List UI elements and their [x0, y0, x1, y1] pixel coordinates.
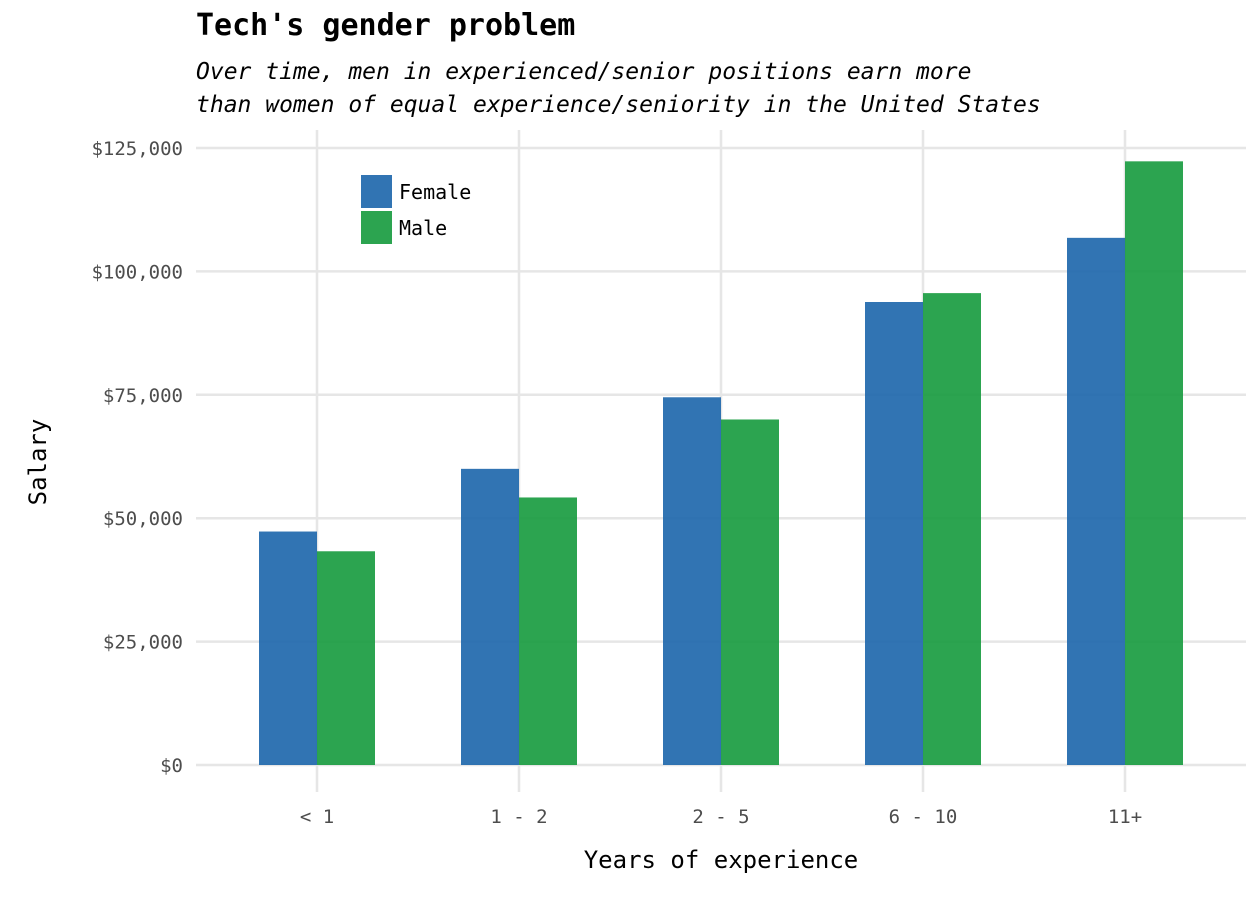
legend-swatch-female	[361, 175, 392, 208]
bar-female-0	[259, 531, 317, 765]
bar-female-3	[865, 302, 923, 765]
legend-label-male: Male	[399, 216, 447, 240]
bar-female-1	[461, 468, 519, 765]
legend-swatch-male	[361, 211, 392, 244]
y-tick-label: $100,000	[91, 261, 183, 283]
x-tick-label: 6 - 10	[889, 806, 958, 828]
y-axis-title: Salary	[24, 419, 52, 506]
y-tick-label: $75,000	[103, 385, 183, 407]
x-tick-label: 1 - 2	[490, 806, 547, 828]
bar-male-1	[519, 497, 577, 765]
y-tick-label: $50,000	[103, 508, 183, 530]
x-tick-label: 11+	[1108, 806, 1142, 828]
y-tick-label: $25,000	[103, 632, 183, 654]
label-layer: $0 $25,000 $50,000 $75,000 $100,000 $125,000 <…	[24, 138, 1142, 874]
bar-female-4	[1067, 237, 1125, 765]
bar-male-0	[317, 551, 375, 765]
chart-subtitle-line-1: Over time, men in experienced/senior pos…	[196, 59, 972, 85]
bar-male-2	[721, 419, 779, 765]
chart-title: Tech's gender problem	[196, 8, 576, 43]
legend: Female Male	[361, 175, 471, 244]
x-axis-title: Years of experience	[584, 846, 859, 874]
bar-male-3	[923, 293, 981, 765]
bar-male-4	[1125, 161, 1183, 765]
chart-subtitle-line-2: than women of equal experience/seniority…	[196, 92, 1041, 118]
x-tick-label: 2 - 5	[692, 806, 749, 828]
x-tick-label: < 1	[300, 806, 334, 828]
bar-layer	[259, 161, 1183, 765]
bar-female-2	[663, 397, 721, 765]
legend-label-female: Female	[399, 180, 471, 204]
y-tick-label: $0	[160, 755, 183, 777]
chart-subtitle: Over time, men in experienced/senior pos…	[196, 56, 1041, 122]
y-tick-label: $125,000	[91, 138, 183, 160]
